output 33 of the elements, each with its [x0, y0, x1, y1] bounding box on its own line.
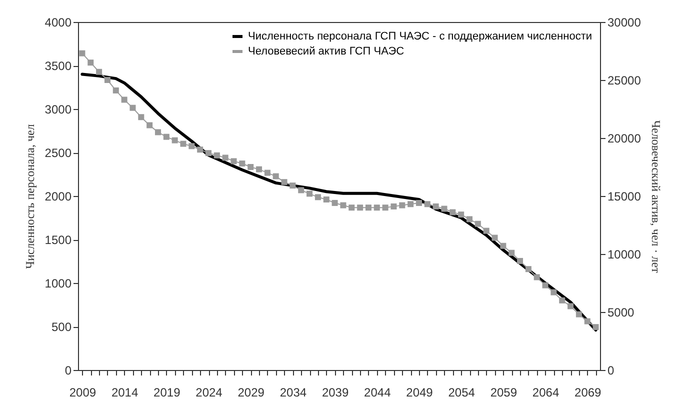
legend-label: Численность персонала ГСП ЧАЭС - с поддержанием численности: [248, 30, 592, 42]
y-tick-label: 2500: [44, 146, 72, 160]
y2-tick-label: 20000: [608, 132, 642, 146]
y2-axis-title: Человеческий актив, чел · лет: [648, 120, 663, 274]
y-tick-label: 3000: [44, 102, 72, 116]
y2-tick-label: 10000: [608, 248, 642, 262]
y-tick-label: 3500: [44, 59, 72, 73]
legend-label: Человевесий актив ГСП ЧАЭС: [248, 46, 404, 58]
y2-tick-label: 15000: [608, 190, 642, 204]
y2-tick-label: 0: [608, 364, 614, 378]
y-tick-label: 500: [51, 320, 72, 334]
x-tick-label: 2059: [490, 386, 518, 400]
x-tick-label: 2009: [69, 386, 96, 400]
y-tick-label: 1000: [44, 276, 72, 290]
y2-tick-label: 30000: [608, 16, 642, 30]
x-tick-label: 2034: [280, 386, 307, 400]
x-tick-label: 2054: [448, 386, 476, 400]
x-tick-label: 2069: [574, 386, 602, 400]
x-tick-label: 2019: [154, 386, 181, 400]
y-axis-title: Численность персонала, чел: [22, 124, 37, 269]
x-tick-label: 2044: [364, 386, 392, 400]
x-tick-label: 2064: [532, 386, 560, 400]
x-tick-label: 2039: [322, 386, 349, 400]
x-tick-label: 2049: [406, 386, 434, 400]
y-tick-label: 2000: [44, 190, 72, 204]
y-tick-label: 4000: [44, 16, 72, 30]
y-tick-label: 1500: [44, 233, 72, 247]
y2-tick-label: 5000: [608, 306, 635, 320]
x-tick-label: 2014: [111, 386, 138, 400]
y2-tick-label: 25000: [608, 74, 642, 88]
x-tick-label: 2029: [238, 386, 265, 400]
y-tick-label: 0: [64, 364, 72, 378]
x-tick-label: 2024: [196, 386, 223, 400]
